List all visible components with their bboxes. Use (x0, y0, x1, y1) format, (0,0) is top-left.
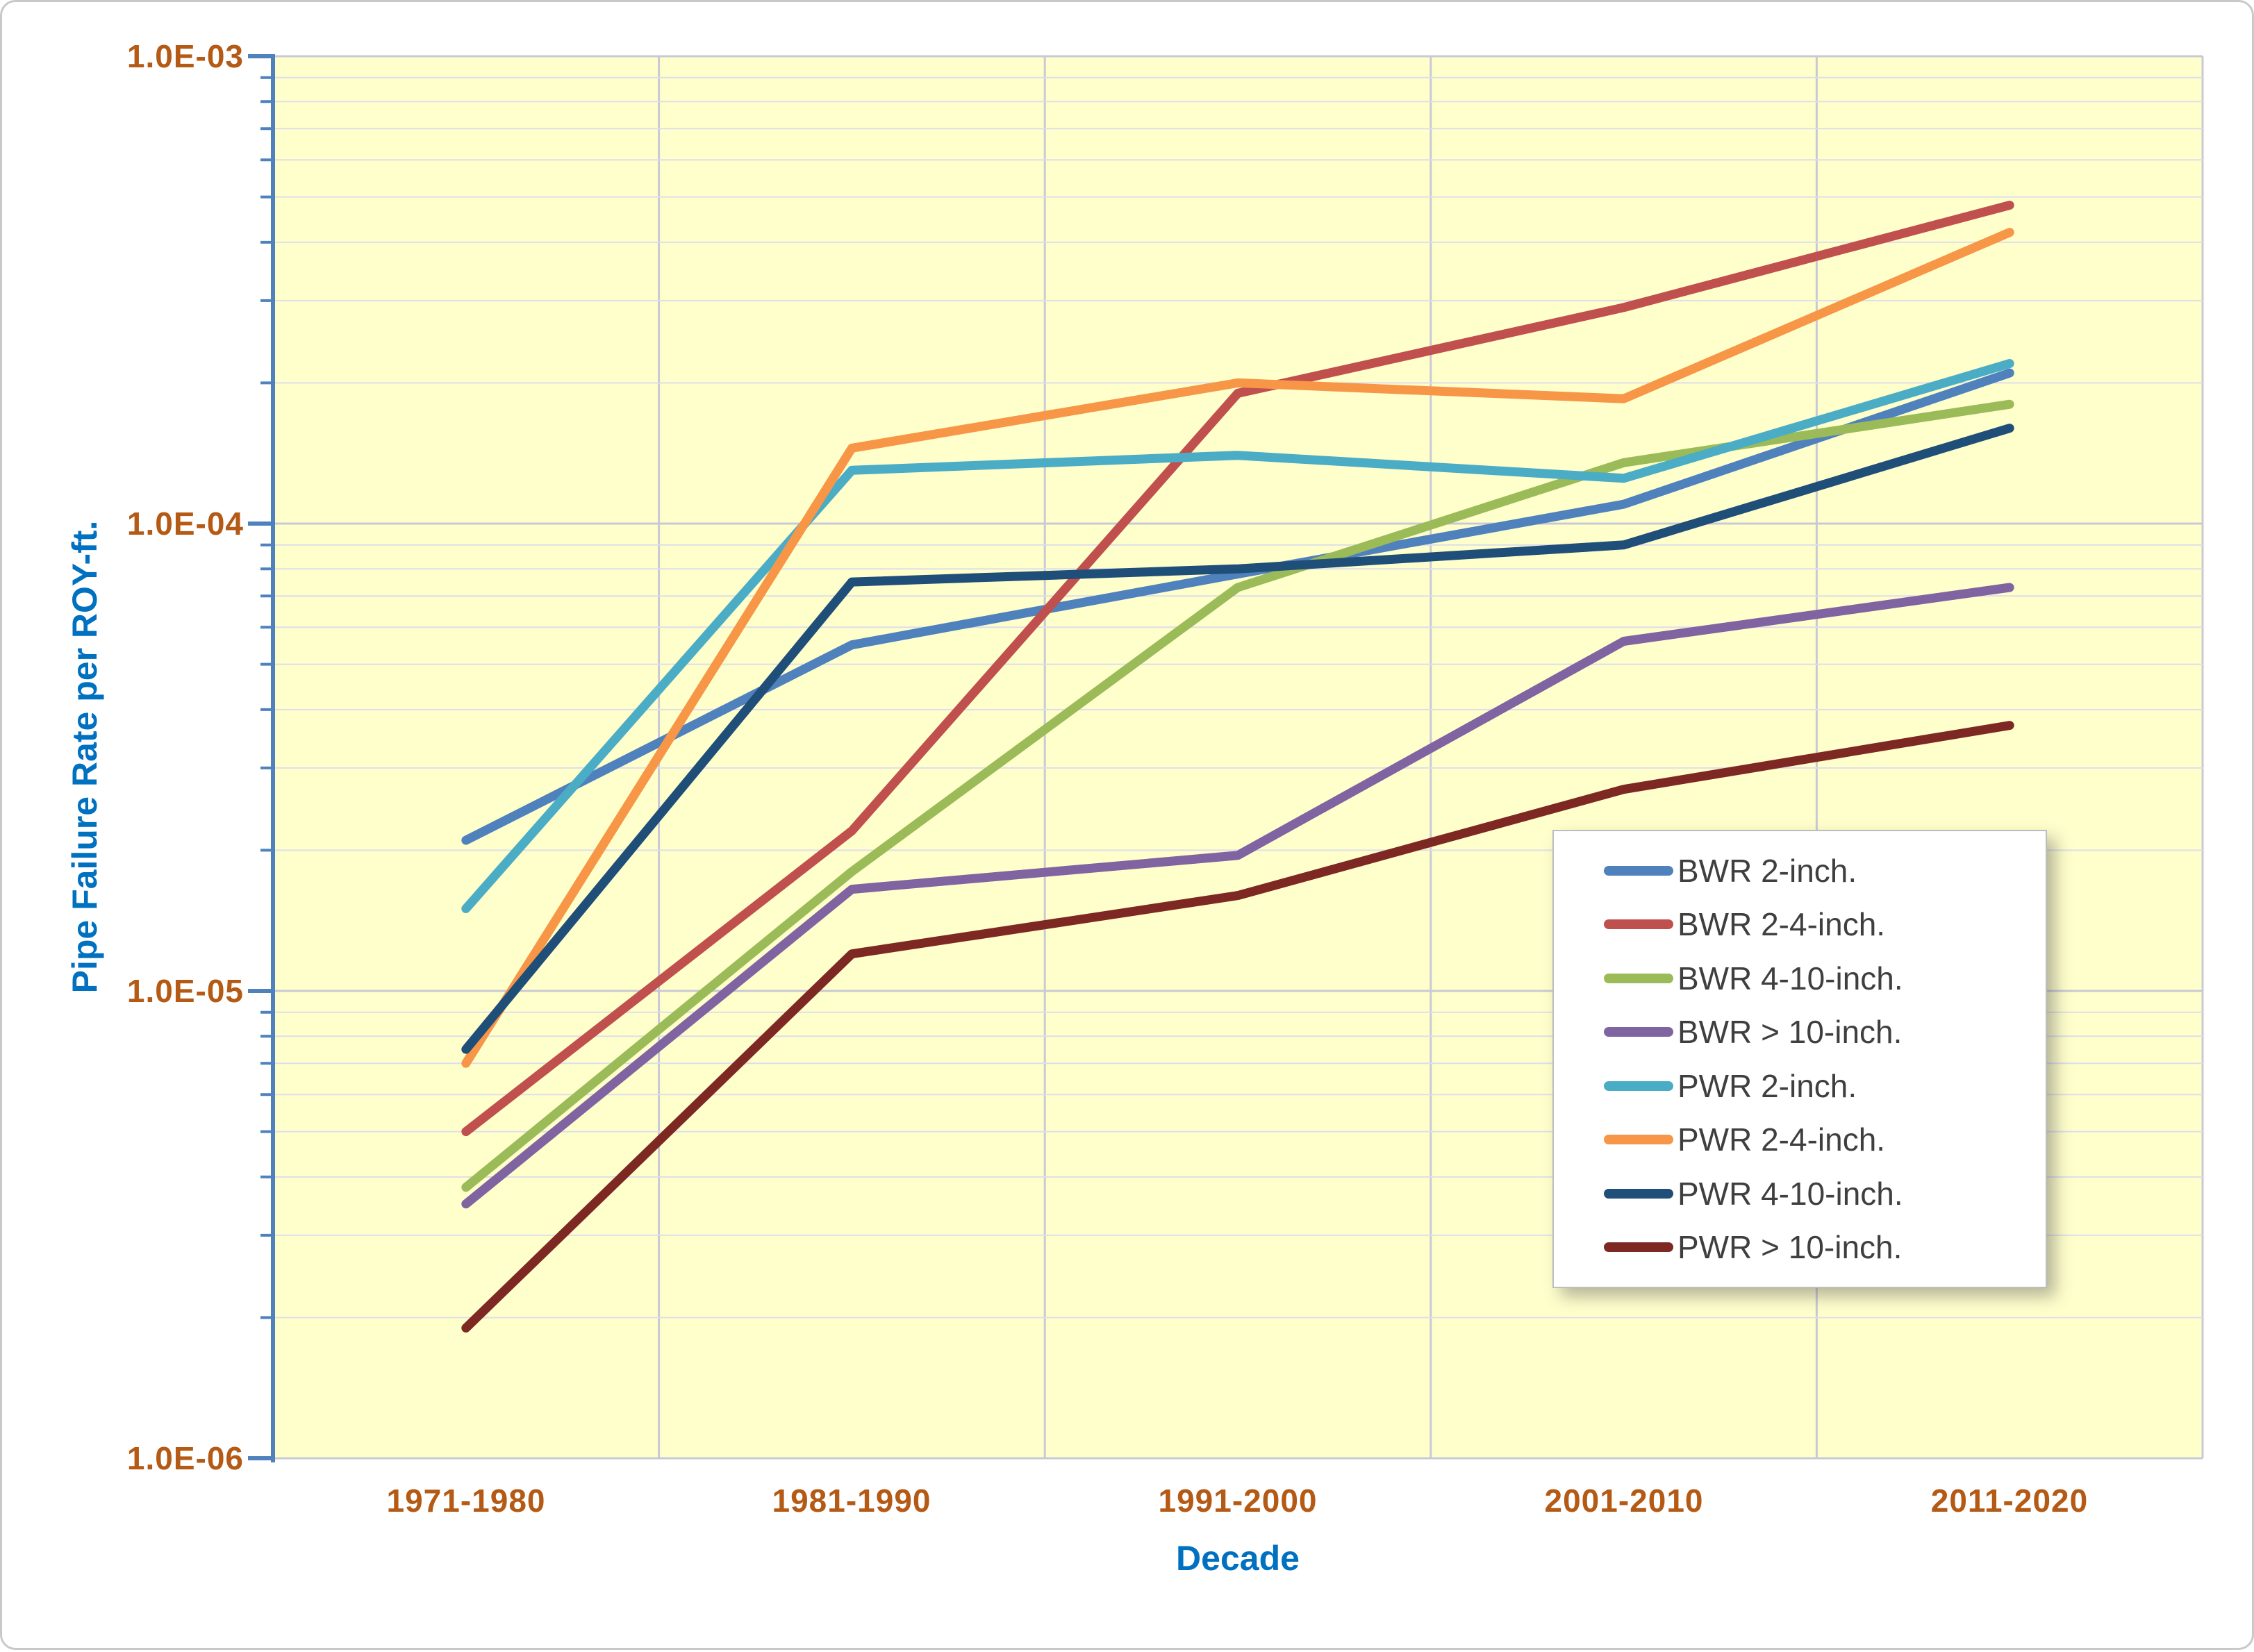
legend-line-swatch (1604, 919, 1673, 930)
x-tick-label: 1981-1990 (772, 1483, 931, 1519)
legend-item-label: BWR 2-4-inch. (1677, 906, 1886, 943)
legend-item-label: PWR 2-inch. (1677, 1067, 1857, 1104)
legend-item: BWR 2-inch. (1604, 852, 2039, 890)
legend-line-swatch (1604, 1027, 1673, 1037)
y-tick-label: 1.0E-05 (126, 973, 244, 1009)
legend-item-label: BWR > 10-inch. (1677, 1014, 1903, 1051)
legend-line-swatch (1604, 865, 1673, 876)
legend-item-label: BWR 2-inch. (1677, 852, 1857, 889)
x-tick-label: 2011-2020 (1930, 1483, 2089, 1519)
y-tick-label: 1.0E-06 (126, 1440, 244, 1476)
legend-line-swatch (1604, 1242, 1673, 1253)
legend-item-label: BWR 4-10-inch. (1677, 960, 1903, 996)
legend-line-swatch (1604, 1188, 1673, 1199)
legend-item-label: PWR > 10-inch. (1677, 1229, 1903, 1266)
legend-item: BWR 4-10-inch. (1604, 960, 2039, 997)
x-tick-label: 1991-2000 (1158, 1483, 1318, 1519)
legend-item: PWR 2-4-inch. (1604, 1121, 2039, 1158)
x-axis-title: Decade (1176, 1539, 1300, 1578)
legend-item: BWR > 10-inch. (1604, 1013, 2039, 1051)
x-tick-label: 1971-1980 (386, 1483, 546, 1519)
y-tick-label: 1.0E-03 (126, 38, 244, 74)
legend-item: PWR 2-inch. (1604, 1067, 2039, 1105)
y-tick-label: 1.0E-04 (126, 506, 244, 542)
legend-item-label: PWR 2-4-inch. (1677, 1121, 1886, 1158)
legend-line-swatch (1604, 1081, 1673, 1091)
legend-item-label: PWR 4-10-inch. (1677, 1175, 1903, 1212)
legend-line-swatch (1604, 1135, 1673, 1145)
legend-item: BWR 2-4-inch. (1604, 906, 2039, 943)
legend-line-swatch (1604, 973, 1673, 983)
legend-item: PWR > 10-inch. (1604, 1228, 2039, 1266)
legend: BWR 2-inch. BWR 2-4-inch. BWR 4-10-inch.… (1552, 830, 2047, 1288)
legend-item: PWR 4-10-inch. (1604, 1175, 2039, 1212)
x-tick-label: 2001-2010 (1544, 1483, 1704, 1519)
